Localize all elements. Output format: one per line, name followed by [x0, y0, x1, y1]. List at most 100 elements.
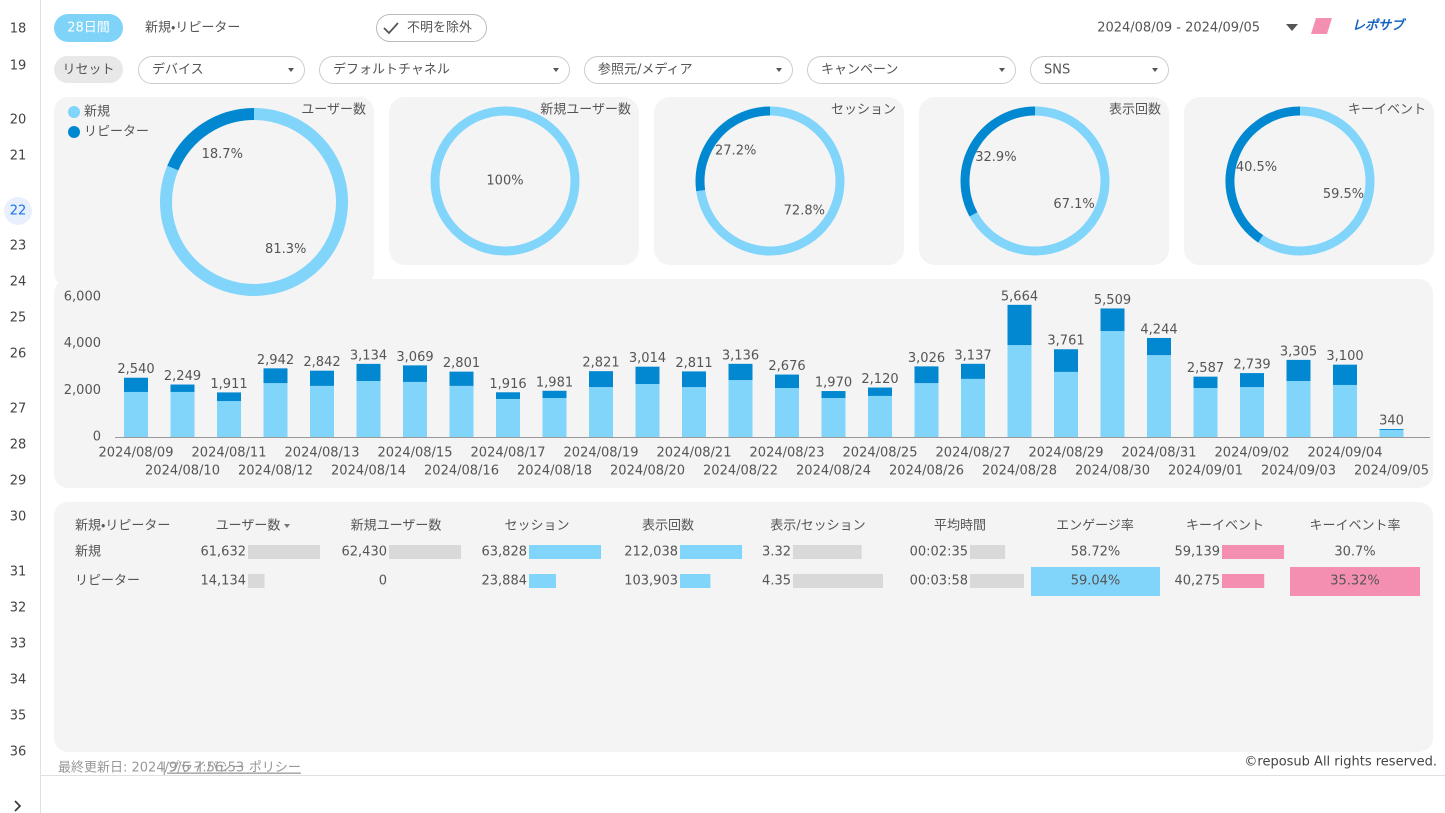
bar-segment [821, 398, 846, 437]
date-dropdown-arrow[interactable] [1286, 24, 1298, 31]
privacy-link[interactable]: プライバシー ポリシー [167, 761, 301, 776]
reset-button[interactable] [54, 56, 123, 83]
row-number[interactable]: 18 [10, 22, 27, 37]
footer-separator: | [162, 761, 166, 776]
column-header[interactable]: 表示回数 [642, 519, 694, 534]
bar-segment [589, 371, 613, 388]
column-header[interactable]: セッション [504, 519, 569, 534]
row-number[interactable]: 34 [10, 673, 27, 688]
row-number[interactable]: 27 [10, 402, 27, 417]
bar-segment [496, 398, 520, 437]
x-tick-label: 2024/08/13 [285, 446, 360, 461]
filter-label[interactable]: キャンペーン [821, 63, 898, 78]
y-tick-label: 4,000 [64, 336, 101, 351]
filter-dropdown[interactable] [807, 56, 1016, 84]
bar-segment [682, 387, 706, 437]
donut-title: 新規ユーザー数 [540, 103, 631, 118]
period-label[interactable]: 28日間 [67, 21, 110, 36]
row-number[interactable]: 19 [10, 59, 27, 74]
row-number[interactable]: 23 [10, 239, 27, 254]
cell-bar [1222, 574, 1265, 588]
filter-label[interactable]: SNS [1044, 63, 1070, 78]
x-tick-label: 2024/08/28 [982, 464, 1057, 479]
date-range[interactable]: 2024/08/09 - 2024/09/05 [1097, 21, 1260, 36]
donut-segment [696, 106, 845, 256]
filter-label[interactable]: デフォルトチャネル [333, 62, 450, 78]
row-number[interactable]: 29 [10, 474, 27, 489]
filter-dropdown[interactable] [319, 56, 570, 84]
row-number[interactable]: 20 [10, 113, 27, 128]
row-number[interactable]: 22 [10, 204, 27, 219]
bar-total-label: 2,811 [675, 356, 712, 371]
row-number[interactable]: 32 [10, 601, 27, 616]
donut-title: セッション [831, 103, 896, 118]
cell-bar [529, 574, 556, 588]
donut-value-label: 81.3% [265, 242, 306, 257]
bar-segment [728, 363, 753, 381]
bar-segment [124, 391, 148, 437]
bar-segment [1100, 308, 1125, 332]
bar-segment [1054, 349, 1078, 372]
row-number[interactable]: 25 [10, 311, 27, 326]
x-tick-label: 2024/09/02 [1215, 446, 1290, 461]
filter-label[interactable]: 参照元/メディア [598, 62, 692, 78]
row-number[interactable]: 31 [10, 565, 27, 580]
legend-label: リピーター [84, 125, 149, 140]
column-header[interactable]: 新規ユーザー数 [351, 519, 442, 534]
x-tick-label: 2024/08/22 [703, 464, 778, 479]
y-tick-label: 2,000 [64, 383, 101, 398]
period-pill[interactable] [54, 14, 123, 42]
bar-total-label: 5,509 [1094, 293, 1131, 308]
bar-segment [1007, 304, 1032, 346]
donut-segment [1258, 106, 1375, 256]
row-number[interactable]: 33 [10, 637, 27, 652]
column-header[interactable]: キーイベント [1186, 519, 1264, 534]
bar-total-label: 3,100 [1326, 349, 1363, 364]
filter-dropdown[interactable] [1030, 56, 1169, 84]
sort-arrow [284, 524, 290, 528]
x-tick-label: 2024/08/11 [192, 446, 267, 461]
cell-value: 00:02:35 [910, 545, 968, 560]
bar-segment [589, 387, 613, 437]
donut-segment [430, 106, 580, 256]
row-number[interactable]: 36 [10, 745, 27, 760]
x-tick-label: 2024/08/23 [750, 446, 825, 461]
column-header[interactable]: エンゲージ率 [1056, 519, 1134, 534]
cell-bar [1222, 545, 1284, 559]
bar-segment [449, 385, 474, 437]
row-label: 新規 [75, 545, 101, 560]
row-number[interactable]: 30 [10, 510, 27, 525]
filter-dropdown[interactable] [584, 56, 793, 84]
bar-segment [1100, 331, 1125, 437]
donut-value-label: 72.8% [784, 203, 825, 218]
filter-dropdown[interactable] [138, 56, 305, 84]
row-number[interactable]: 28 [10, 438, 27, 453]
row-number[interactable]: 35 [10, 709, 27, 724]
bar-segment [1379, 429, 1404, 430]
column-header: 新規・リピーター [75, 519, 170, 534]
row-number[interactable]: 21 [10, 149, 27, 164]
column-header[interactable]: キーイベント率 [1309, 519, 1400, 534]
exclude-label[interactable]: 不明を除外 [407, 21, 472, 36]
heat-cell [1290, 567, 1420, 596]
logo-stripe [1311, 18, 1332, 34]
column-header[interactable]: ユーザー数 [216, 519, 281, 534]
cell-bar [680, 545, 742, 559]
bar-total-label: 2,676 [768, 359, 805, 374]
exclude-toggle[interactable] [376, 14, 487, 42]
donut-value-label: 67.1% [1053, 197, 1094, 212]
column-header[interactable]: 表示/セッション [770, 519, 865, 534]
row-number[interactable]: 24 [10, 275, 27, 290]
heat-cell [1031, 567, 1160, 596]
reset-label[interactable]: リセット [62, 63, 114, 78]
bar-segment [1286, 381, 1311, 437]
cell-value: 58.72% [1071, 545, 1121, 560]
row-number[interactable]: 26 [10, 347, 27, 362]
expand-icon[interactable] [14, 800, 22, 812]
bar-segment [124, 377, 148, 392]
bar-total-label: 3,305 [1280, 344, 1317, 359]
x-tick-label: 2024/08/20 [610, 464, 685, 479]
filter-label[interactable]: デバイス [152, 62, 204, 78]
bar-segment [217, 401, 241, 437]
column-header[interactable]: 平均時間 [934, 519, 986, 534]
